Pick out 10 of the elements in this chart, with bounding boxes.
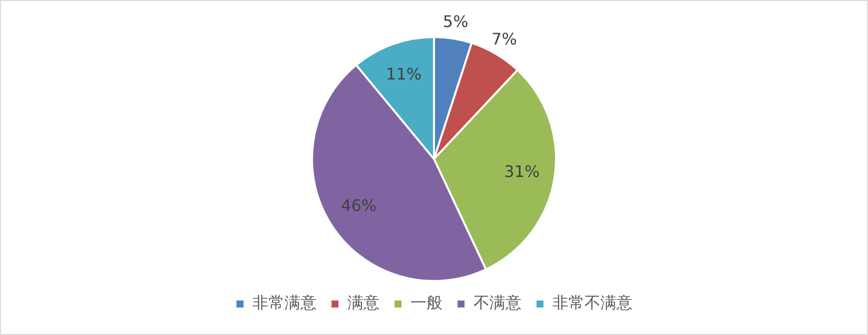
data-label: 5%: [442, 12, 468, 31]
data-label: 7%: [492, 29, 517, 48]
data-label: 31%: [504, 162, 540, 182]
legend-label: 满意: [348, 293, 380, 312]
legend-label: 不满意: [474, 293, 522, 312]
legend-label: 非常不满意: [552, 293, 632, 312]
legend-label: 非常满意: [252, 293, 316, 312]
data-label: 46%: [341, 196, 377, 215]
data-label: 11%: [386, 64, 422, 84]
legend-label: 一般: [410, 293, 442, 312]
